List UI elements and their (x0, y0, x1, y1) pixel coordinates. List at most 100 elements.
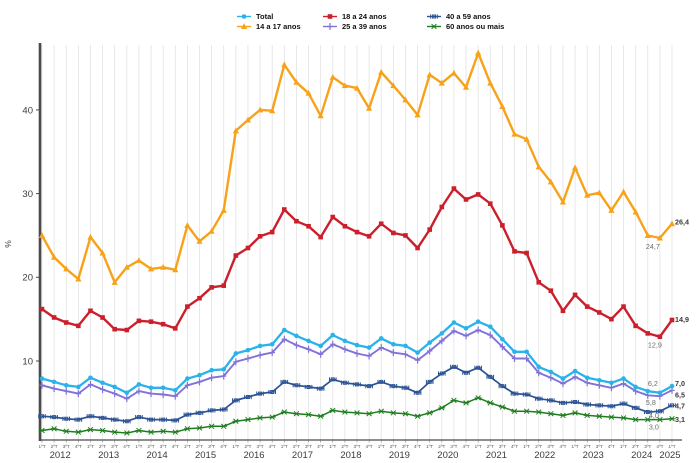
data-point-marker (510, 391, 519, 396)
data-point-marker (245, 347, 251, 353)
data-point-marker (233, 253, 239, 258)
data-point-marker (329, 407, 337, 414)
x-quarter-tick-label: 3ºT (208, 444, 215, 449)
data-point-marker (427, 227, 432, 232)
data-point-marker (196, 238, 203, 244)
data-point-marker (571, 410, 579, 416)
data-point-marker (341, 380, 349, 385)
data-point-marker (536, 369, 542, 377)
data-point-marker (160, 263, 167, 270)
data-point-marker (233, 358, 239, 366)
x-quarter-tick-label: 3ºT (257, 444, 264, 449)
x-year-label: 2025 (659, 450, 680, 461)
data-point-marker (330, 214, 336, 220)
x-quarter-tick-label: 2ºT (196, 444, 203, 449)
data-point-marker (597, 310, 602, 315)
data-point-marker (147, 429, 155, 435)
data-point-marker (195, 410, 204, 415)
data-point-marker (644, 416, 652, 423)
data-point-marker (136, 387, 142, 395)
data-point-marker (342, 338, 348, 344)
data-point-marker (462, 400, 470, 406)
legend-marker-18-a-24-anos-icon (323, 14, 337, 20)
data-point-marker (51, 253, 58, 260)
x-quarter-tick-label: 2ºT (584, 444, 591, 449)
data-point-marker (475, 326, 481, 334)
data-point-marker (632, 416, 640, 423)
data-point-marker (124, 395, 130, 403)
legend-marker-25-a-39-anos-icon (323, 22, 337, 30)
point-label: 6,2 (648, 379, 658, 388)
legend-label: 18 a 24 anos (342, 12, 387, 22)
x-quarter-tick-label: 3ºT (160, 444, 167, 449)
x-quarter-tick-label: 1ºT (135, 444, 142, 449)
data-point-marker (293, 341, 300, 349)
x-quarter-tick-label: 2ºT (341, 444, 348, 449)
data-point-marker (534, 396, 543, 401)
legend-item-60-anos-ou-mais: 60 anos ou mais (426, 22, 504, 32)
data-point-marker (595, 403, 604, 408)
x-year-label: 2017 (292, 450, 313, 461)
point-label: 3,0 (649, 423, 659, 432)
data-point-marker (547, 398, 555, 403)
data-point-marker (220, 207, 227, 213)
data-point-marker (269, 107, 276, 114)
data-point-marker (535, 163, 542, 170)
data-point-marker (644, 232, 651, 238)
data-point-marker (668, 415, 676, 422)
data-point-marker (63, 387, 69, 395)
x-quarter-tick-label: 3ºT (644, 444, 651, 449)
x-quarter-tick-label: 4ºT (366, 444, 373, 449)
data-point-marker (621, 304, 626, 309)
data-point-marker (327, 22, 333, 30)
data-point-marker (353, 382, 361, 387)
data-point-marker (124, 390, 130, 396)
data-point-marker (232, 398, 240, 403)
x-quarter-tick-label: 3ºT (547, 444, 554, 449)
x-quarter-tick-label: 1ºT (620, 444, 627, 449)
data-point-marker (99, 385, 106, 393)
data-point-marker (111, 279, 118, 285)
data-point-marker (147, 417, 155, 422)
legend-label: 25 a 39 anos (342, 21, 387, 31)
data-point-marker (221, 283, 227, 288)
data-point-marker (633, 323, 638, 329)
data-point-marker (342, 345, 348, 353)
data-point-marker (451, 320, 457, 325)
data-point-marker (632, 208, 639, 215)
data-point-marker (366, 352, 372, 360)
data-point-marker (438, 79, 445, 86)
data-point-marker (608, 414, 615, 420)
data-point-marker (135, 427, 143, 434)
data-point-marker (499, 343, 506, 351)
data-point-marker (633, 384, 638, 390)
data-point-marker (74, 429, 82, 435)
data-point-marker (306, 223, 311, 229)
data-point-marker (584, 304, 590, 309)
data-point-marker (62, 416, 71, 421)
data-point-marker (378, 68, 385, 75)
data-point-marker (76, 384, 81, 390)
data-point-marker (656, 409, 664, 414)
data-point-marker (390, 82, 397, 89)
data-point-marker (232, 127, 239, 134)
x-quarter-tick-label: 2ºT (390, 444, 397, 449)
data-point-marker (256, 415, 264, 421)
data-point-marker (619, 401, 628, 406)
legend-label: 14 a 17 anos (256, 21, 301, 31)
data-point-marker (341, 82, 348, 89)
data-point-marker (426, 347, 433, 355)
legend-item-25-a-39-anos: 25 a 39 anos (322, 22, 420, 32)
x-quarter-tick-label: 1ºT (87, 444, 94, 449)
data-point-marker (209, 367, 214, 373)
data-point-marker (450, 397, 458, 404)
data-point-marker (668, 403, 676, 408)
data-point-marker (500, 336, 505, 342)
data-point-marker (172, 266, 179, 273)
data-point-marker (305, 89, 312, 96)
data-point-marker (584, 375, 590, 381)
data-point-marker (438, 371, 446, 376)
data-point-marker (366, 345, 372, 350)
data-point-marker (269, 229, 275, 235)
